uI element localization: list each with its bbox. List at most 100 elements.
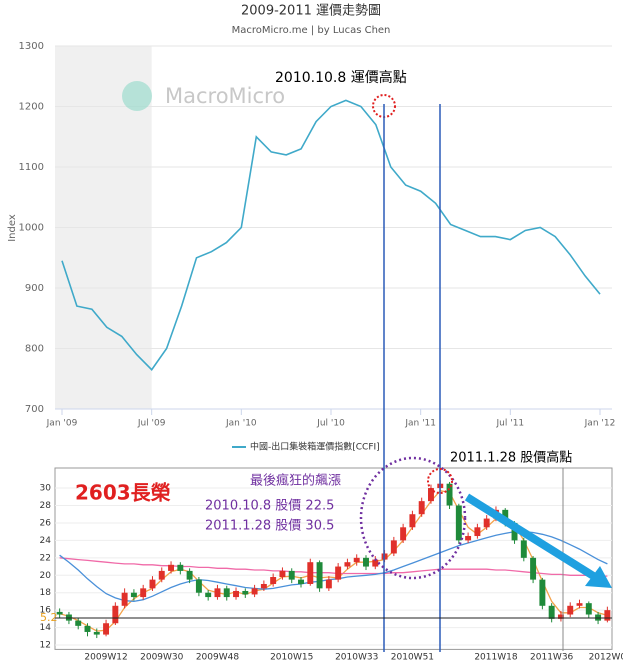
candle-body	[585, 603, 592, 615]
candle-body	[93, 631, 100, 635]
candle-body	[103, 623, 110, 635]
candle-body	[446, 483, 453, 506]
x-tick-label: 2009W48	[196, 653, 240, 663]
plot-frame	[54, 467, 613, 650]
watermark: MacroMicro	[165, 84, 285, 108]
candle-body	[158, 570, 165, 580]
candle-body	[242, 590, 249, 595]
candle-body	[186, 570, 193, 580]
y-tick-label: 800	[25, 344, 44, 355]
stock-title: 2603長榮	[75, 481, 171, 505]
chart-subtitle: MacroMicro.me | by Lucas Chen	[232, 25, 391, 36]
annotation: 2010.10.8 股價 22.5	[205, 499, 334, 514]
candle-body	[567, 605, 574, 615]
trend-arrowhead	[585, 566, 612, 588]
moving-average	[59, 557, 608, 577]
y-tick-label: 1300	[19, 41, 44, 52]
candle-body	[483, 518, 490, 528]
x-tick-label: Jan '11	[404, 419, 436, 429]
y-tick-label: 1200	[19, 102, 44, 113]
annotation: 最後瘋狂的飆漲	[250, 473, 341, 489]
candle-body	[205, 592, 212, 598]
x-tick-label: 2010W33	[335, 653, 378, 663]
y-tick-label: 900	[25, 283, 44, 294]
y-tick-label: 26	[40, 518, 52, 528]
candle-body	[335, 566, 342, 580]
x-tick-label: Jan '09	[46, 419, 78, 429]
candle-body	[214, 588, 221, 598]
line-series	[61, 99, 601, 371]
candle-body	[112, 605, 119, 624]
y-tick-label: 1000	[19, 223, 44, 234]
x-tick-label: 2009W30	[140, 653, 184, 663]
y-axis-label: Index	[7, 214, 18, 242]
x-tick-label: 2012W0	[589, 653, 623, 663]
candle-body	[344, 562, 351, 567]
chart-title: 2009-2011 運價走勢圖	[241, 4, 381, 19]
x-tick-label: Jul '11	[496, 419, 525, 429]
candle-body	[316, 562, 323, 589]
y-tick-label: 14	[40, 623, 52, 633]
x-tick-label: 2009W12	[84, 653, 127, 663]
candle-body	[279, 570, 286, 578]
candle-body	[455, 505, 462, 541]
candle-body	[557, 614, 564, 619]
candle-body	[75, 620, 82, 626]
annotation: 2011.1.28 股價 30.5	[205, 519, 334, 534]
candle-body	[576, 603, 583, 606]
candle-body	[418, 501, 425, 515]
candle-body	[84, 625, 91, 632]
x-tick-label: Jan '10	[225, 419, 257, 429]
y-tick-label: 28	[40, 501, 52, 511]
candle-body	[121, 592, 128, 606]
annotations: MacroMicro 2010.10.8 運價高點 5.2 2603長榮 最後瘋…	[40, 69, 612, 652]
candle-body	[372, 559, 379, 567]
candle-body	[363, 557, 369, 567]
candle-body	[530, 557, 537, 580]
y-tick-label: 18	[40, 588, 52, 598]
candle-body	[465, 536, 472, 541]
y-tick-label: 1100	[19, 162, 44, 173]
candle-body	[390, 540, 397, 554]
candle-body	[130, 592, 137, 598]
x-tick-label: 2011W36	[530, 653, 574, 663]
y-tick-label: 20	[40, 571, 52, 581]
candle-body	[307, 562, 314, 584]
candle-body	[520, 540, 527, 558]
candle-body	[539, 579, 546, 606]
candle-body	[168, 564, 175, 571]
candle-body	[548, 605, 555, 619]
y-tick-label: 700	[25, 404, 44, 415]
annotation: 2011.1.28 股價高點	[450, 450, 572, 466]
candle-body	[409, 514, 416, 528]
x-tick-label: Jul '09	[137, 419, 166, 429]
candle-body	[288, 570, 295, 580]
candle-body	[195, 579, 202, 593]
candle-body	[474, 527, 481, 537]
x-tick-label: Jan '12	[584, 419, 616, 429]
y-tick-label: 30	[40, 484, 52, 494]
x-tick-label: 2010W51	[391, 653, 434, 663]
candle-body	[140, 588, 147, 598]
candle-body	[511, 522, 518, 541]
trend-arrow	[464, 493, 598, 581]
highlight-ellipse	[359, 456, 467, 580]
candle-body	[353, 557, 360, 563]
candle-body	[223, 588, 230, 598]
candle-body	[325, 579, 332, 589]
candle-body	[233, 590, 239, 598]
candle-body	[149, 579, 156, 589]
candle-body	[270, 577, 277, 584]
candle-body	[260, 583, 267, 589]
y-tick-label: 24	[40, 536, 52, 546]
y-tick-label: 12	[40, 641, 51, 651]
candle-body	[428, 488, 434, 502]
annotation: 2010.10.8 運價高點	[275, 69, 407, 86]
y-tick-label: 16	[40, 606, 52, 616]
watermark-icon	[122, 81, 152, 111]
freight-chart: 2009-2011 運價走勢圖 MacroMicro.me | by Lucas…	[7, 4, 615, 453]
y-tick-label: 22	[40, 553, 51, 563]
x-tick-label: 2011W18	[474, 653, 518, 663]
candle-body	[56, 611, 63, 615]
